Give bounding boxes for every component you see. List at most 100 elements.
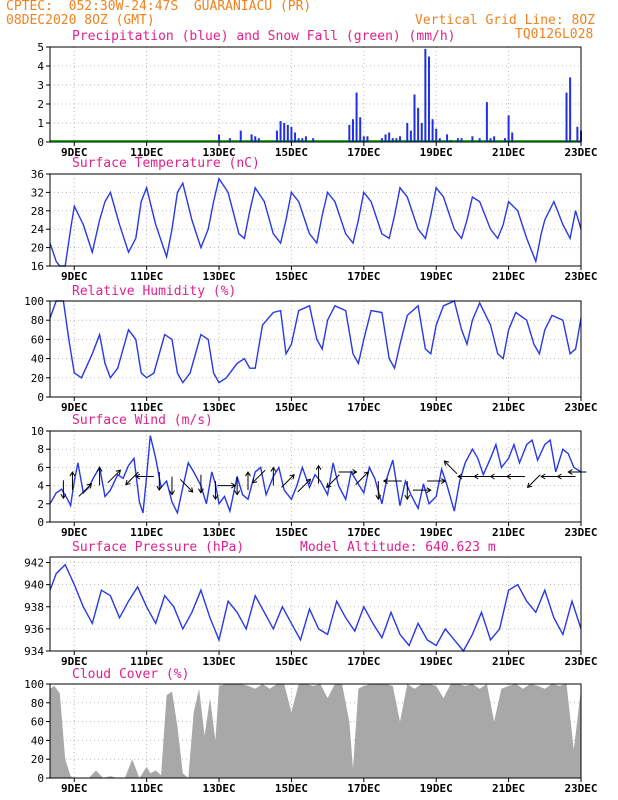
- wind-arrow: [217, 482, 237, 489]
- x-tick-label: 15DEC: [275, 526, 308, 539]
- wind-arrow: [375, 481, 382, 501]
- precip-bar: [435, 128, 438, 142]
- y-tick-label: 40: [31, 734, 44, 747]
- wind-arrow: [281, 474, 295, 488]
- wind-arrow-shaft: [444, 460, 458, 475]
- x-tick-label: 9DEC: [61, 782, 88, 795]
- precip-bar: [406, 123, 409, 142]
- precip-bar: [413, 94, 416, 142]
- x-tick-label: 17DEC: [347, 270, 380, 283]
- wind-arrow-shaft: [252, 469, 266, 484]
- wind-arrow: [338, 469, 358, 475]
- y-tick-label: 2: [37, 98, 44, 111]
- x-tick-label: 23DEC: [564, 401, 597, 414]
- panel-6: Cloud Cover (%) 0 20 40 60 80 100 9DEC 11DEC 13DE…: [24, 667, 597, 795]
- precip-bar: [424, 48, 427, 142]
- wind-arrow-head: [198, 488, 204, 494]
- precip-bar: [409, 130, 412, 142]
- wind-arrow: [382, 478, 402, 484]
- y-tick-label: 4: [37, 60, 44, 73]
- wind-arrow: [556, 473, 576, 480]
- x-tick-label: 21DEC: [492, 401, 525, 414]
- precip-bar: [283, 123, 286, 142]
- wind-arrow: [234, 476, 241, 496]
- x-tick-label: 21DEC: [492, 146, 525, 159]
- wind-arrow-head: [352, 469, 358, 475]
- wind-arrow: [179, 478, 194, 493]
- wind-arrow: [297, 478, 312, 493]
- y-tick-label: 0: [37, 391, 44, 404]
- grid-note: Vertical Grid Line: 8OZ: [415, 13, 596, 28]
- wind-arrow: [355, 471, 369, 485]
- precip-bar: [250, 134, 253, 142]
- x-tick-label: 13DEC: [202, 526, 235, 539]
- wind-arrow: [526, 474, 541, 489]
- panel-title: Relative Humidity (%): [72, 284, 236, 299]
- precip-bar: [471, 136, 474, 142]
- precip-bar: [431, 119, 434, 142]
- x-tick-label: 13DEC: [202, 655, 235, 668]
- precip-bar: [359, 117, 362, 142]
- wind-arrow-head: [270, 466, 277, 472]
- x-tick-label: 15DEC: [275, 146, 308, 159]
- x-tick-label: 11DEC: [130, 782, 163, 795]
- y-tick-label: 16: [31, 260, 44, 273]
- x-tick-label: 17DEC: [347, 526, 380, 539]
- panel-title: Cloud Cover (%): [72, 667, 189, 682]
- precip-bar: [456, 138, 459, 142]
- x-tick-label: 15DEC: [275, 270, 308, 283]
- x-tick-label: 21DEC: [492, 270, 525, 283]
- panel-frame: [49, 46, 582, 143]
- wind-arrow-head: [212, 494, 219, 501]
- precip-bar: [438, 138, 441, 142]
- wind-arrow: [412, 487, 432, 494]
- y-tick-label: 100: [24, 678, 44, 691]
- wind-arrow-shaft: [355, 471, 369, 485]
- y-tick-label: 5: [37, 41, 44, 54]
- x-tick-label: 19DEC: [420, 270, 453, 283]
- wind-arrow-head: [404, 494, 411, 501]
- x-tick-label: 23DEC: [564, 146, 597, 159]
- wind-arrow-head: [540, 473, 546, 480]
- precip-bar: [420, 123, 423, 142]
- y-tick-label: 0: [37, 136, 44, 149]
- precip-bar: [279, 121, 282, 142]
- series-line: [49, 563, 582, 653]
- wind-arrow: [404, 481, 411, 501]
- wind-arrow-head: [505, 473, 512, 480]
- panel-frame: [49, 173, 582, 267]
- x-tick-label: 21DEC: [492, 782, 525, 795]
- precip-bar: [351, 119, 354, 142]
- wind-arrow-head: [326, 482, 332, 489]
- wind-arrow-head: [289, 474, 295, 480]
- wind-arrow-head: [231, 482, 237, 489]
- precip-bar: [399, 136, 402, 142]
- precip-bar: [493, 136, 496, 142]
- precip-bar: [460, 138, 463, 142]
- chart-header: CPTEC: 052:30W-24:47S GUARANIACU (PR) 08…: [0, 0, 618, 50]
- wind-arrow-shaft: [297, 478, 311, 493]
- y-tick-label: 0: [37, 516, 44, 529]
- x-tick-label: 15DEC: [275, 401, 308, 414]
- wind-arrow-head: [315, 464, 322, 470]
- wind-arrow: [505, 473, 525, 480]
- wind-arrow-shaft: [179, 478, 194, 493]
- wind-arrow: [315, 464, 322, 484]
- precip-bar: [384, 134, 387, 142]
- series-line: [49, 300, 582, 384]
- y-tick-label: 28: [31, 205, 44, 218]
- precip-bar: [565, 92, 568, 142]
- wind-arrow-head: [245, 471, 251, 477]
- y-tick-label: 24: [31, 223, 45, 236]
- x-tick-label: 9DEC: [61, 526, 88, 539]
- precip-bar: [576, 126, 579, 142]
- precip-bar: [228, 138, 231, 142]
- panel-3: Relative Humidity (%) 0 20 40 60 80 100 9DEC 11D…: [24, 284, 597, 414]
- wind-arrow: [169, 476, 175, 496]
- precip-bar: [446, 134, 449, 142]
- precip-bar: [449, 140, 452, 142]
- precip-bar: [254, 136, 257, 142]
- wind-arrow-head: [86, 483, 93, 489]
- x-tick-label: 23DEC: [564, 526, 597, 539]
- panel-5: Surface Pressure (hPa) Model Altitude: 64…: [24, 540, 597, 668]
